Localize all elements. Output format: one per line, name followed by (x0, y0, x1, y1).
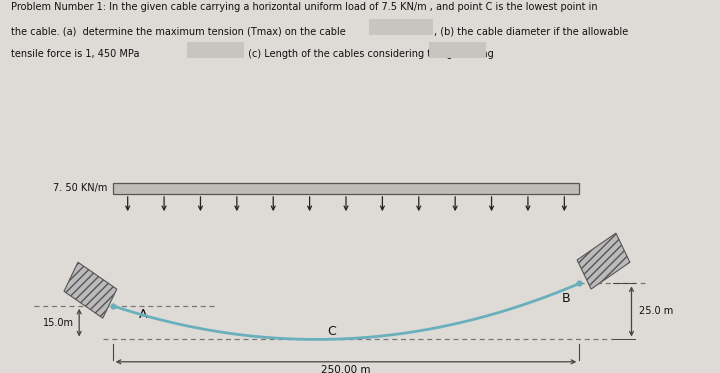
Bar (113, 183, 580, 194)
Text: A: A (139, 308, 148, 321)
Text: Problem Number 1: In the given cable carrying a horizontal uniform load of 7.5 K: Problem Number 1: In the given cable car… (11, 2, 598, 12)
Text: 7. 50 KN/m: 7. 50 KN/m (53, 184, 107, 193)
Text: the cable. (a)  determine the maximum tension (Tmax) on the cable: the cable. (a) determine the maximum ten… (11, 26, 346, 36)
Text: B: B (562, 292, 570, 305)
Text: tensile force is 1, 450 MPa: tensile force is 1, 450 MPa (11, 49, 139, 59)
Text: , (b) the cable diameter if the allowable: , (b) the cable diameter if the allowabl… (434, 26, 629, 36)
Text: (c) Length of the cables considering the given sag: (c) Length of the cables considering the… (245, 49, 493, 59)
Bar (64, 262, 117, 318)
Text: 25.0 m: 25.0 m (639, 307, 673, 316)
Bar (577, 233, 630, 289)
Text: C: C (328, 325, 336, 338)
Text: 250.00 m: 250.00 m (321, 365, 371, 373)
Text: 15.0m: 15.0m (42, 318, 73, 327)
